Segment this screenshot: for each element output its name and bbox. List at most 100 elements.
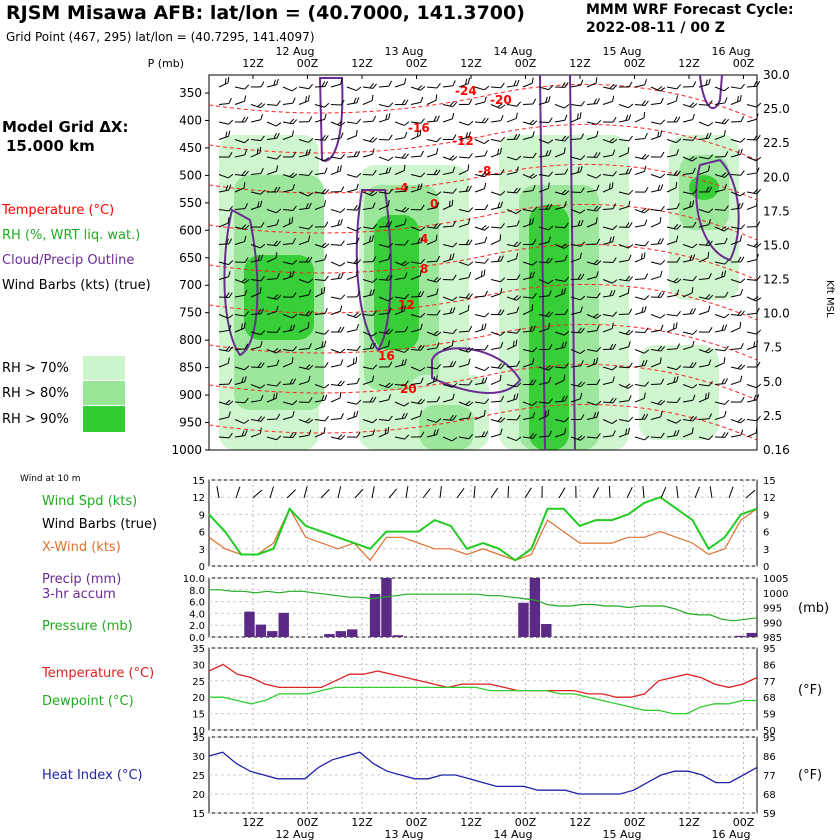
hour-tick-label-top: 12Z <box>351 57 373 70</box>
wind-barb-shaft <box>330 436 341 440</box>
wind-barb-flag <box>260 103 266 108</box>
wind-barb-flag <box>419 367 426 372</box>
wind-barb-shaft <box>234 381 245 385</box>
wind-barb <box>602 376 615 385</box>
wind-barb <box>442 328 458 335</box>
wind-barb-flag <box>273 186 278 193</box>
wind-barb <box>474 312 490 318</box>
wind-barb-shaft <box>698 296 709 300</box>
wind-barb-shaft <box>378 225 390 228</box>
wind-barb <box>426 396 441 403</box>
wind-barb-shaft <box>698 277 709 280</box>
wind-barb-shaft <box>682 119 693 123</box>
wind-barb-flag <box>372 256 377 262</box>
wind-barb <box>490 341 504 350</box>
pressure-tick-label: 800 <box>179 333 202 347</box>
wind-barb-flag <box>515 339 518 346</box>
wind-barb-shaft <box>522 103 534 105</box>
wind-barb <box>554 363 569 369</box>
wind-barb-shaft <box>490 293 501 298</box>
sfc-wind-barb-shaft <box>269 486 274 499</box>
wind-barb-flag <box>417 344 422 351</box>
wind-barb <box>234 311 250 317</box>
wind-barb-flag <box>452 328 458 334</box>
wind-barb-flag <box>369 236 372 243</box>
wind-barb-flag <box>580 306 583 313</box>
wind-barb-flag <box>628 395 632 401</box>
wind-barb-flag <box>547 182 550 189</box>
wind-barb <box>442 436 458 442</box>
wind-barb <box>538 203 553 210</box>
temp-isotherm <box>208 123 758 161</box>
wind-barb <box>346 312 362 319</box>
wind-barb-flag <box>244 149 248 156</box>
wind-barb <box>682 275 697 282</box>
wind-barb-flag <box>705 294 711 299</box>
wind-barb-flag <box>499 234 502 241</box>
wind-barb-flag <box>707 392 710 399</box>
wind-barb-flag <box>500 201 504 208</box>
wind-barb-flag <box>244 311 250 317</box>
wind-barb-shaft <box>458 261 469 266</box>
wind-barb <box>314 81 329 88</box>
wind-barb-flag <box>596 130 599 137</box>
hi-tick-label: 25 <box>192 771 205 782</box>
wind-barb-flag <box>225 399 231 405</box>
wind-barb <box>330 120 346 127</box>
wind-barb-shaft <box>378 279 390 281</box>
wind-barb-shaft <box>410 261 421 265</box>
wind-barb-shaft <box>346 314 357 319</box>
wind-barb-flag <box>388 329 394 335</box>
wind-barb-shaft <box>618 119 629 123</box>
wind-barb <box>282 216 294 228</box>
wind-barb-flag <box>372 148 375 155</box>
wind-barb <box>362 375 375 385</box>
wind-barb-shaft <box>266 436 277 441</box>
wind-barb-flag <box>340 99 345 106</box>
wind-barb <box>650 259 666 265</box>
wind-barb-shaft <box>330 137 341 140</box>
wind-barb <box>250 394 264 403</box>
wind-barb-flag <box>483 139 490 144</box>
wind-barb <box>282 270 295 280</box>
wind-barb-shaft <box>682 139 694 141</box>
wind-barb-flag <box>580 155 586 160</box>
wind-barb-flag <box>244 203 248 209</box>
wind-barb-flag <box>513 241 519 247</box>
wind-barb-flag <box>403 402 410 407</box>
wind-barb-shaft <box>570 191 582 194</box>
wind-barb-flag <box>644 295 650 300</box>
wind-barb-flag <box>724 324 728 331</box>
wind-barb-flag <box>292 205 297 211</box>
temperature-line <box>208 663 758 698</box>
wind-barb-flag <box>468 131 472 138</box>
wind-barb-shaft <box>490 279 501 283</box>
wind-barb <box>426 375 438 385</box>
kft-tick-label: 20.0 <box>763 170 790 184</box>
wind-barb <box>538 376 552 385</box>
wind-barb-flag <box>512 340 515 347</box>
wind-barb <box>394 218 407 228</box>
wind-barb-flag <box>352 358 355 365</box>
wind-barb-flag <box>259 427 262 434</box>
wind-barb-shaft <box>218 209 229 212</box>
wind-barb <box>698 219 712 228</box>
wind-barb-shaft <box>458 310 469 315</box>
wind-barb-flag <box>724 378 728 384</box>
precip-bar <box>746 632 757 637</box>
wind-barb <box>298 418 314 424</box>
wind-barb-flag <box>657 184 661 191</box>
wind-barb <box>506 306 520 315</box>
wind-barb-flag <box>433 169 438 175</box>
wind-barb-flag <box>564 104 570 109</box>
wind-barb <box>730 170 745 176</box>
wind-barb <box>634 241 649 247</box>
wind-barb-shaft <box>746 331 757 335</box>
wind-barb-flag <box>596 174 602 179</box>
wind-barb <box>282 378 297 385</box>
wind-barb-flag <box>244 257 249 263</box>
wind-barb <box>362 288 375 298</box>
temp-tick-label: 35 <box>192 644 205 655</box>
wind-barb-flag <box>452 134 457 140</box>
wind-barb <box>522 293 537 299</box>
